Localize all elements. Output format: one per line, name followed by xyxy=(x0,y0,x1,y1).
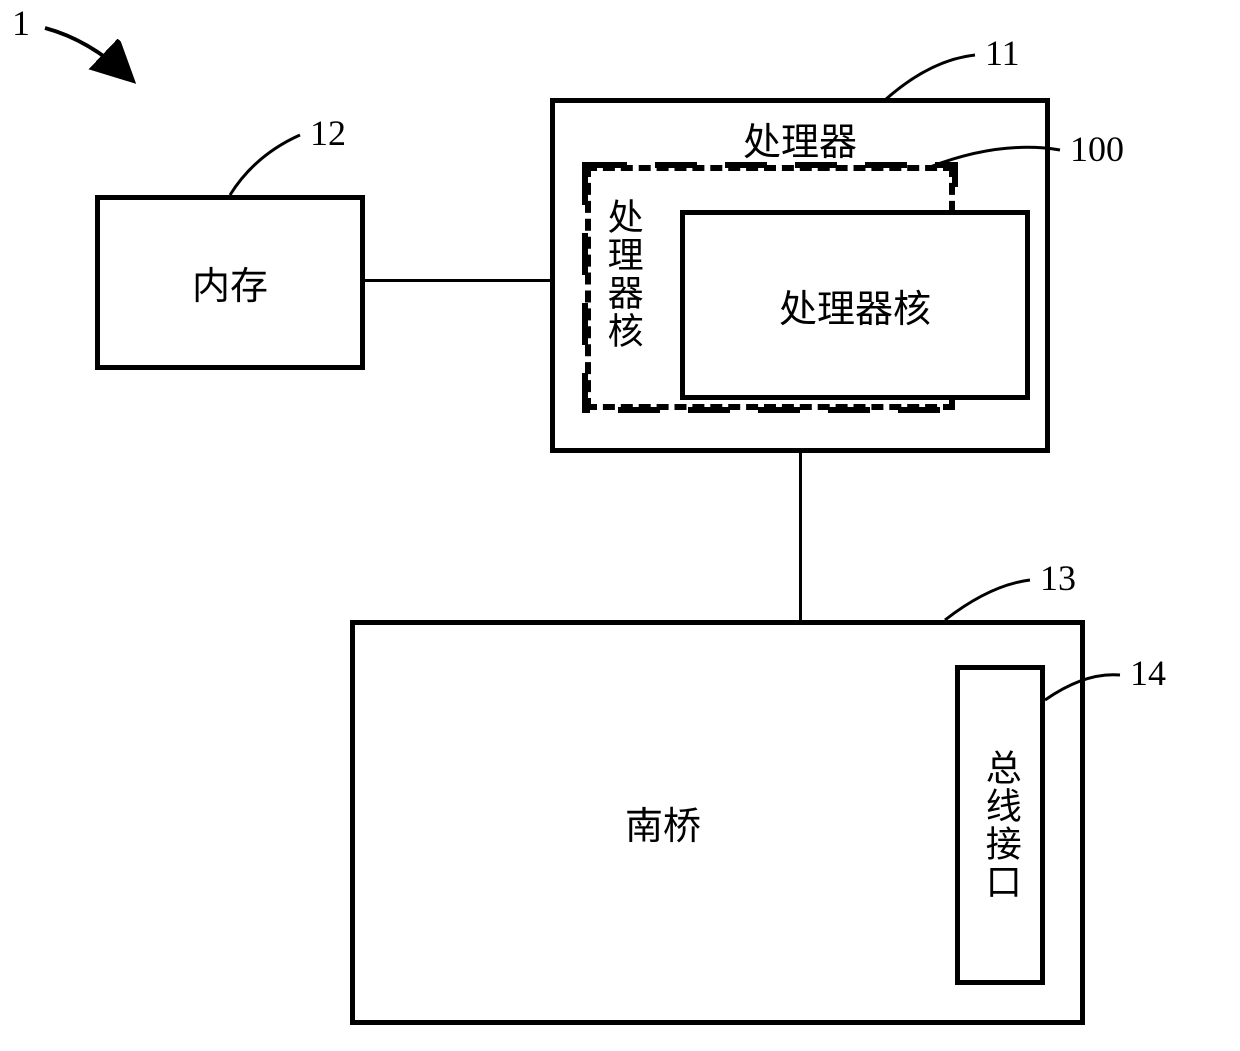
southbridge-label: 南桥 xyxy=(625,795,701,850)
conn-memory-processor xyxy=(365,279,550,282)
bus-interface-leader xyxy=(0,0,1240,800)
conn-processor-southbridge xyxy=(799,453,802,620)
bus-interface-ref-label: 14 xyxy=(1130,652,1166,694)
